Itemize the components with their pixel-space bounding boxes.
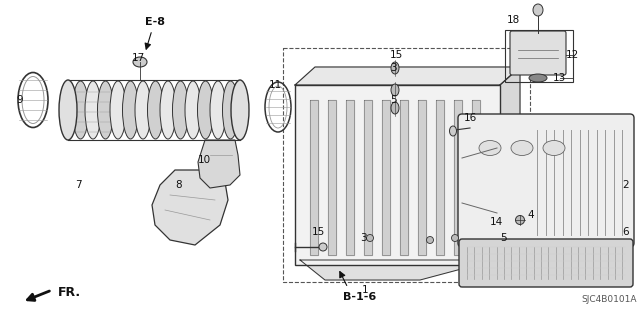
FancyBboxPatch shape [458, 114, 634, 247]
Ellipse shape [391, 62, 399, 74]
Text: 17: 17 [131, 53, 145, 63]
Ellipse shape [449, 126, 456, 136]
Ellipse shape [515, 216, 525, 225]
Polygon shape [346, 100, 354, 255]
Text: 9: 9 [17, 95, 23, 105]
Ellipse shape [367, 234, 374, 241]
Text: B-1-6: B-1-6 [344, 292, 376, 302]
Polygon shape [152, 170, 228, 245]
FancyBboxPatch shape [459, 239, 633, 287]
Text: 5: 5 [500, 233, 507, 243]
Ellipse shape [533, 4, 543, 16]
FancyBboxPatch shape [510, 31, 566, 75]
Ellipse shape [391, 102, 399, 114]
Text: 18: 18 [507, 15, 520, 25]
Ellipse shape [135, 81, 151, 139]
Polygon shape [436, 100, 444, 255]
Polygon shape [310, 100, 318, 255]
Text: 5: 5 [390, 95, 397, 105]
Polygon shape [418, 100, 426, 255]
Bar [505, 30, 573, 82]
Ellipse shape [223, 81, 239, 139]
Ellipse shape [160, 81, 176, 139]
Text: FR.: FR. [58, 286, 81, 299]
Text: SJC4B0101A: SJC4B0101A [581, 295, 637, 305]
Text: 14: 14 [490, 217, 503, 227]
Ellipse shape [72, 81, 88, 139]
Text: 15: 15 [312, 227, 325, 237]
Polygon shape [328, 100, 336, 255]
Text: 2: 2 [622, 180, 628, 190]
Text: E-8: E-8 [145, 17, 165, 27]
Text: 13: 13 [553, 73, 566, 83]
Polygon shape [364, 100, 372, 255]
Ellipse shape [60, 81, 76, 139]
Ellipse shape [479, 140, 501, 155]
Text: 3: 3 [360, 233, 367, 243]
Ellipse shape [133, 57, 147, 67]
Bar [295, 85, 500, 265]
Ellipse shape [198, 81, 214, 139]
Polygon shape [295, 67, 520, 85]
Polygon shape [454, 100, 462, 255]
Text: 8: 8 [175, 180, 182, 190]
Text: 15: 15 [390, 50, 403, 60]
Text: 10: 10 [198, 155, 211, 165]
Ellipse shape [173, 81, 189, 139]
Bar [283, 48, 530, 282]
Ellipse shape [543, 140, 565, 155]
Text: 7: 7 [75, 180, 81, 190]
Ellipse shape [210, 81, 226, 139]
Ellipse shape [319, 243, 327, 251]
Ellipse shape [451, 234, 458, 241]
Text: 3: 3 [390, 63, 397, 73]
Ellipse shape [59, 80, 77, 140]
Polygon shape [198, 140, 240, 188]
Text: 12: 12 [566, 50, 579, 60]
Ellipse shape [529, 74, 547, 82]
Polygon shape [400, 100, 408, 255]
Text: 1: 1 [362, 285, 368, 295]
Polygon shape [382, 100, 390, 255]
Text: 11: 11 [268, 80, 282, 90]
Polygon shape [500, 67, 520, 265]
Ellipse shape [511, 140, 533, 155]
Ellipse shape [185, 81, 201, 139]
Ellipse shape [110, 81, 126, 139]
Text: 16: 16 [464, 113, 477, 123]
Ellipse shape [97, 81, 113, 139]
Ellipse shape [122, 81, 138, 139]
Ellipse shape [147, 81, 163, 139]
Polygon shape [300, 260, 495, 280]
Ellipse shape [391, 84, 399, 96]
Ellipse shape [231, 80, 249, 140]
Ellipse shape [85, 81, 101, 139]
Polygon shape [472, 100, 480, 255]
Text: 6: 6 [622, 227, 628, 237]
Text: 4: 4 [527, 210, 534, 220]
Ellipse shape [426, 236, 433, 243]
